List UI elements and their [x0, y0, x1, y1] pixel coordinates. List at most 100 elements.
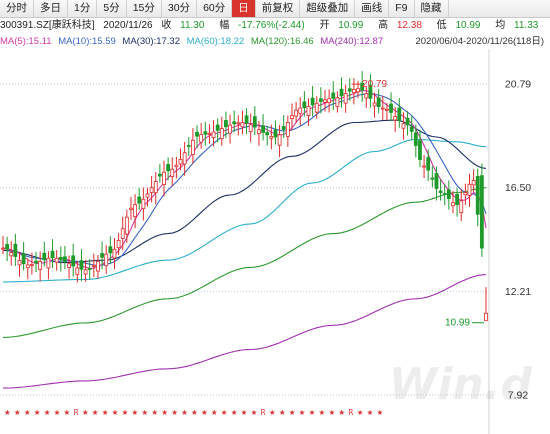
candle-body-24 [100, 253, 104, 258]
close-value: 11.30 [180, 20, 205, 31]
candle-body-111 [459, 200, 464, 214]
candle-body-75 [310, 97, 315, 106]
candle-body-70 [290, 115, 294, 119]
candle-body-109 [451, 202, 455, 207]
y-tick-label-3: 7.92 [508, 389, 529, 401]
candle-body-31 [129, 207, 133, 210]
candle-body-85 [351, 89, 356, 94]
candle-body-58 [240, 122, 245, 128]
candle-body-99 [409, 126, 414, 132]
candle-body-48 [199, 134, 204, 143]
toolbar-button-2[interactable]: 1分 [68, 0, 98, 17]
candle-body-103 [426, 157, 431, 171]
candle-body-84 [347, 88, 352, 92]
candle-body-92 [380, 107, 385, 110]
candle-body-91 [376, 97, 381, 108]
candle-body-52 [215, 124, 220, 131]
candle-body-62 [257, 129, 261, 135]
candle-body-44 [182, 152, 187, 165]
candle-body-116 [479, 175, 484, 249]
candle-body-45 [186, 145, 191, 147]
toolbar-button-3[interactable]: 5分 [97, 0, 127, 17]
candle-body-61 [252, 116, 257, 128]
candle-body-95 [393, 116, 398, 121]
candle-body-63 [261, 125, 265, 133]
toolbar-button-12[interactable]: 隐藏 [415, 0, 449, 17]
candle-body-102 [422, 165, 426, 168]
candle-body-3 [13, 243, 18, 257]
candle-body-46 [190, 139, 195, 155]
candle-body-29 [120, 228, 125, 239]
candle-body-30 [124, 216, 129, 235]
toolbar-button-7[interactable]: 日 [232, 0, 256, 17]
toolbar-button-8[interactable]: 前复权 [256, 0, 301, 17]
candle-body-106 [438, 190, 443, 193]
ma30-label: MA(30):17.32 [122, 36, 180, 47]
toolbar-button-1[interactable]: 多日 [34, 0, 68, 17]
event-markers: ★★★★★★★R★★★★★★★★★★★★★★★★★★R★★★★★★★★R★★★ [4, 408, 386, 417]
low-label: 低 [436, 20, 447, 31]
candle-body-83 [343, 93, 348, 104]
high-annotation-label: 20.79 [362, 79, 387, 90]
candle-body-35 [145, 193, 150, 198]
candle-body-49 [203, 131, 208, 135]
candle-body-81 [335, 97, 340, 107]
candle-body-27 [112, 248, 117, 259]
candle-body-65 [269, 135, 274, 139]
toolbar-button-11[interactable]: F9 [389, 0, 415, 17]
candle-body-23 [96, 260, 100, 272]
avg-label: 均 [495, 20, 506, 31]
candle-body-14 [58, 256, 63, 261]
candle-body-108 [446, 189, 451, 199]
candle-body-73 [302, 101, 307, 109]
candle-body-64 [265, 132, 270, 136]
toolbar-button-9[interactable]: 超级叠加 [300, 0, 356, 17]
candle-body-110 [455, 193, 460, 206]
candle-body-88 [364, 93, 369, 99]
candle-body-38 [157, 173, 162, 177]
candle-body-94 [389, 103, 393, 113]
candle-body-50 [207, 132, 212, 135]
kline-chart[interactable]: Win.d 20.79 16.50 12.21 7.92 20.79 10.99 ★★★★★★… [0, 49, 550, 434]
candle-body-34 [141, 198, 146, 209]
candle-body-22 [91, 265, 96, 267]
candle-body-96 [397, 107, 402, 121]
candle-body-67 [277, 134, 282, 146]
candle-body-54 [224, 120, 228, 128]
candle-body-47 [195, 131, 199, 137]
candle-body-77 [318, 98, 323, 102]
quote-info-bar: 300391.SZ[康跃科技] 2020/11/26 收 11.30 幅 -17… [0, 18, 550, 34]
candle-body-15 [63, 256, 67, 262]
candle-body-8 [34, 260, 38, 264]
ma60-label: MA(60):18.22 [186, 36, 245, 47]
toolbar-button-4[interactable]: 15分 [127, 0, 162, 17]
ma60-line [3, 138, 487, 283]
candle-body-117 [484, 312, 488, 322]
candle-body-56 [232, 121, 237, 125]
candle-body-1 [5, 244, 10, 250]
ma5-label: MA(5):15.11 [0, 36, 52, 47]
candle-body-72 [298, 107, 303, 114]
ma30-line [2, 119, 487, 264]
toolbar-button-10[interactable]: 画线 [355, 0, 390, 17]
high-value: 12.38 [396, 20, 422, 31]
ma120-line [2, 187, 487, 338]
candle-body-112 [463, 192, 468, 196]
candle-body-78 [323, 99, 327, 103]
candle-body-100 [413, 132, 418, 146]
candle-body-101 [418, 140, 422, 160]
candle-body-5 [21, 253, 26, 265]
candle-body-89 [368, 84, 373, 99]
candle-body-17 [71, 255, 76, 267]
toolbar-button-0[interactable]: 分时 [0, 0, 34, 17]
ma120-label: MA(120):16.46 [250, 36, 314, 47]
candle-body-57 [236, 122, 241, 125]
candle-body-90 [372, 102, 377, 107]
candle-body-82 [339, 88, 344, 97]
candle-body-60 [248, 124, 253, 132]
toolbar-button-6[interactable]: 60分 [197, 0, 233, 17]
candle-body-98 [405, 117, 410, 126]
toolbar-button-5[interactable]: 30分 [162, 0, 198, 17]
ma10-label: MA(10):15.59 [58, 36, 116, 47]
candle-body-69 [285, 122, 290, 137]
